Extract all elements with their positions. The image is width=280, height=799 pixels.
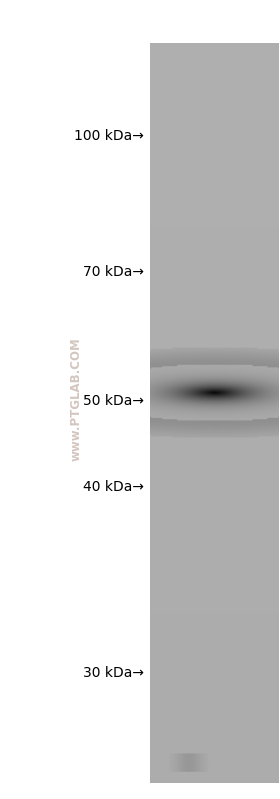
Text: www.PTGLAB.COM: www.PTGLAB.COM	[69, 338, 82, 461]
Text: 70 kDa→: 70 kDa→	[83, 264, 144, 279]
Text: 100 kDa→: 100 kDa→	[74, 129, 144, 143]
Text: 50 kDa→: 50 kDa→	[83, 394, 144, 408]
Text: 30 kDa→: 30 kDa→	[83, 666, 144, 680]
Text: 40 kDa→: 40 kDa→	[83, 480, 144, 495]
